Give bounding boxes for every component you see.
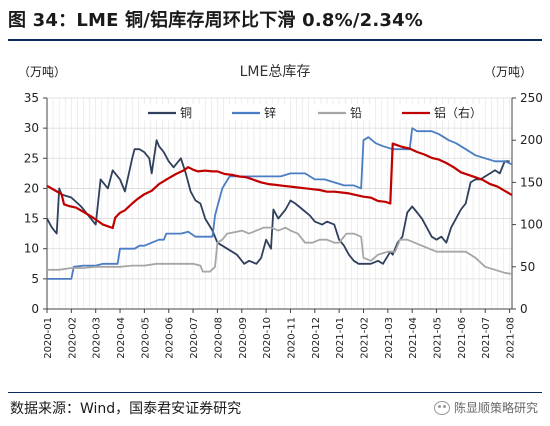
left-axis-tick-label: 25 (24, 151, 39, 165)
left-axis-tick-label: 35 (24, 91, 39, 105)
x-axis-tick-label: 2021-03 (384, 317, 395, 359)
x-axis-tick-label: 2020-04 (116, 317, 127, 359)
right-axis-tick-label: 0 (520, 302, 528, 316)
right-axis-tick-label: 250 (520, 91, 543, 105)
series-line-锌 (47, 127, 513, 280)
legend-background (398, 104, 484, 120)
footer-divider (8, 392, 542, 393)
right-axis-tick-label: 50 (520, 260, 535, 274)
x-axis-tick-label: 2021-07 (481, 317, 492, 359)
watermark-text: 陈显顺策略研究 (453, 401, 538, 415)
x-axis-tick-label: 2021-01 (335, 317, 346, 359)
legend-label: 铅 (350, 106, 362, 120)
legend-label: 铜 (180, 105, 192, 120)
left-axis-tick-label: 0 (31, 302, 39, 316)
right-axis-tick-label: 150 (520, 175, 543, 189)
figure-title: 图 34：LME 铜/铝库存周环比下滑 0.8%/2.34% (8, 10, 424, 31)
x-axis-tick-label: 2020-07 (189, 317, 200, 359)
title-divider (8, 39, 542, 41)
series-line-铝（右） (46, 142, 513, 230)
watermark: 陈显顺策略研究 (433, 399, 538, 416)
x-axis-tick-label: 2020-01 (43, 317, 54, 359)
x-axis-tick-label: 2020-11 (286, 317, 297, 359)
x-axis-tick-label: 2020-03 (92, 317, 103, 359)
x-axis-tick-label: 2020-10 (262, 317, 273, 359)
x-axis-tick-label: 2020-09 (238, 317, 249, 359)
line-chart: 0 5 10 15 20 25 30 35 0 50 100 150 200 250 2020-01 2020… (24, 91, 543, 359)
left-axis-unit: （万吨） (18, 65, 67, 79)
left-axis-tick-label: 15 (24, 212, 39, 226)
data-source: 数据来源：Wind，国泰君安证券研究 (10, 401, 242, 417)
wechat-icon (433, 400, 450, 415)
left-axis-tick-label: 10 (24, 242, 39, 256)
right-axis-tick-label: 100 (520, 218, 543, 232)
right-axis-tick-label: 200 (520, 133, 543, 147)
series-line-铜 (46, 139, 510, 265)
x-axis-tick-label: 2020-08 (213, 317, 224, 359)
x-axis-tick-label: 2021-06 (457, 317, 468, 359)
legend-label: 铝（右） (434, 105, 482, 120)
chart-title: LME总库存 (239, 64, 311, 80)
x-axis-tick-label: 2021-04 (408, 317, 419, 359)
right-axis-unit: （万吨） (483, 65, 532, 79)
x-axis-tick-label: 2020-05 (140, 317, 151, 359)
x-axis-tick-label: 2020-02 (67, 317, 78, 359)
x-axis-tick-label: 2021-05 (433, 317, 444, 359)
left-axis-tick-label: 20 (24, 181, 39, 195)
legend-label: 锌 (264, 106, 276, 120)
x-axis-tick-label: 2021-02 (359, 317, 370, 359)
x-axis-tick-label: 2020-06 (165, 317, 176, 359)
x-axis-tick-label: 2020-12 (311, 317, 322, 359)
x-axis-tick-label: 2021-08 (506, 317, 517, 359)
left-axis-tick-label: 5 (31, 272, 39, 286)
left-axis-tick-label: 30 (24, 121, 39, 135)
series-line-铅 (47, 226, 513, 275)
